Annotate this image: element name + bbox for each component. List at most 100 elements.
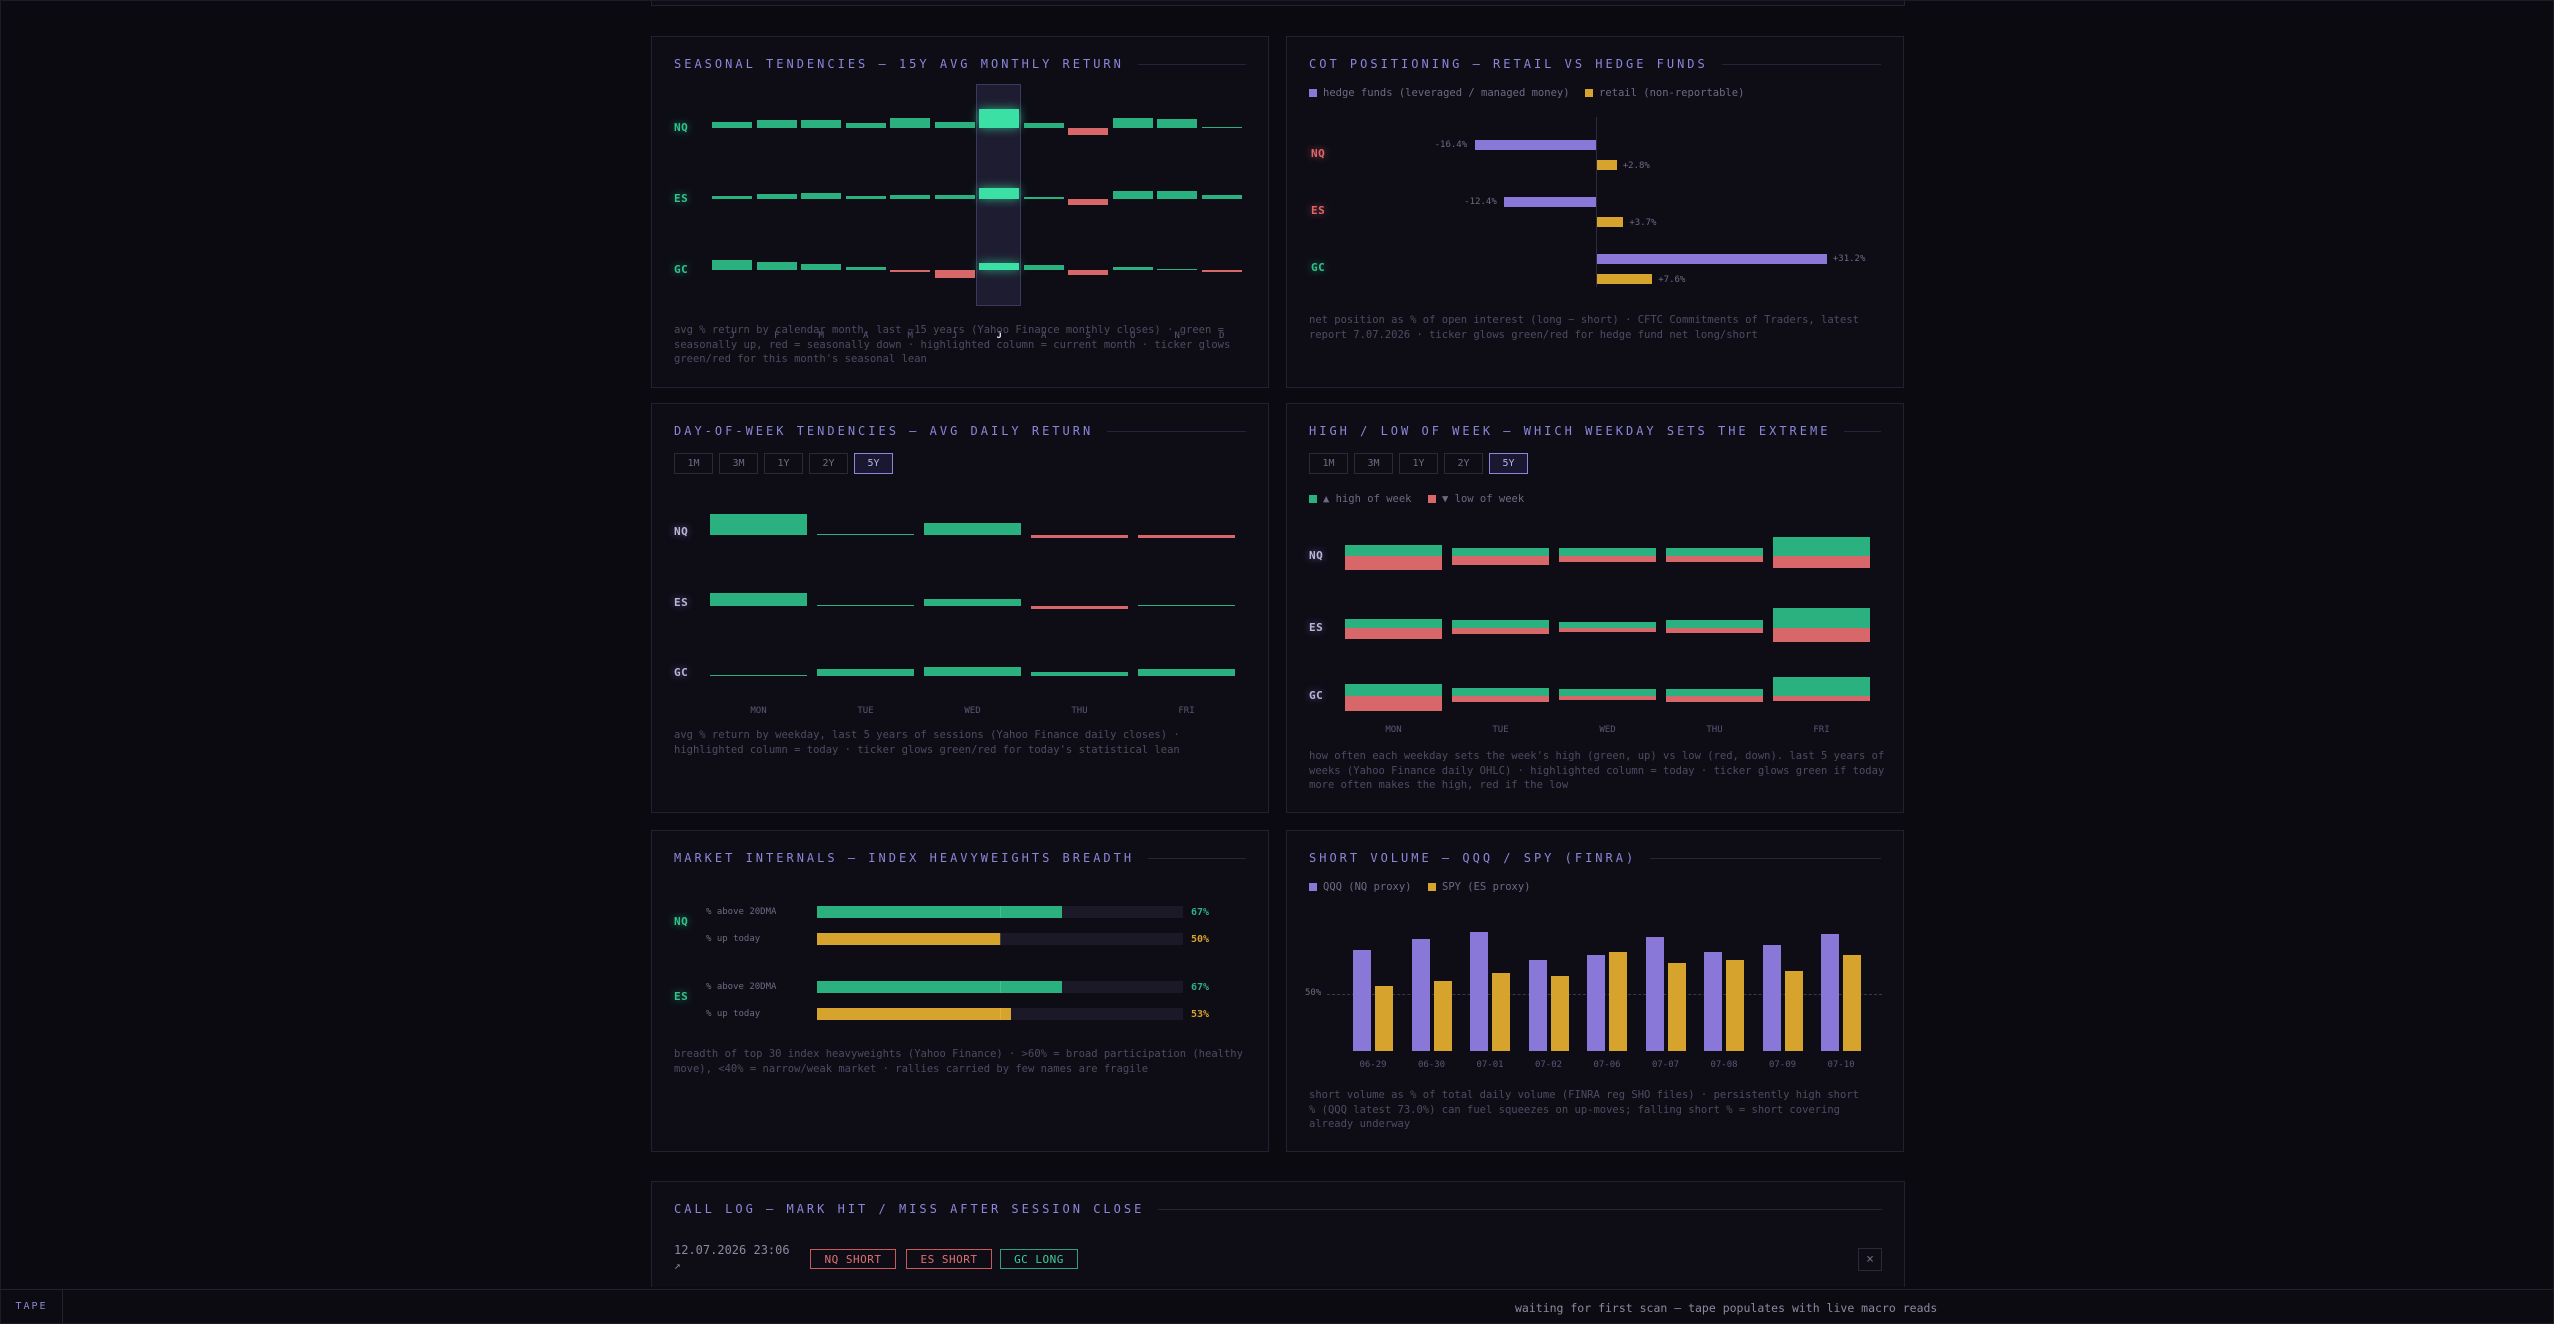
hilo-high-bar [1452, 547, 1549, 556]
seasonal-bar [801, 264, 842, 270]
call-tag-gc-long[interactable]: GC LONG [1000, 1249, 1078, 1269]
dow-title: DAY-OF-WEEK TENDENCIES — AVG DAILY RETUR… [674, 424, 1094, 438]
dow-ticker-nq: NQ [674, 525, 689, 538]
hilo-low-bar [1666, 696, 1763, 702]
short-volume-chart: 50% 06-29 06-30 07-01 07-02 07-06 07-07 07-08 07… [1287, 831, 1905, 1071]
dow-day-label: FRI [1178, 706, 1195, 716]
sv-date-label: 07-10 [1827, 1060, 1855, 1070]
cot-legend-hedge: hedge funds (leveraged / managed money) [1309, 87, 1570, 99]
hilo-low-bar [1452, 628, 1549, 634]
cot-retail-bar [1596, 274, 1653, 284]
seasonal-bar [756, 193, 797, 199]
cot-retail-label: +7.6% [1658, 275, 1686, 285]
dow-range-1m-button[interactable]: 1M [674, 453, 713, 474]
call-log-close-button[interactable]: × [1858, 1248, 1882, 1271]
hilo-high-bar [1559, 689, 1656, 696]
hilo-legend-high: ▲ high of week [1309, 493, 1412, 505]
internals-metric-label: % above 20DMA [706, 982, 777, 992]
hilo-low-bar [1666, 628, 1763, 634]
hilo-range-5y-button[interactable]: 5Y [1489, 453, 1528, 474]
cot-ticker-gc: GC [1311, 261, 1326, 274]
call-log-arrow-icon[interactable]: ↗ [674, 1259, 681, 1272]
hilo-range-2y-button[interactable]: 2Y [1444, 453, 1483, 474]
internals-midline [1000, 981, 1001, 993]
seasonal-bar [934, 195, 975, 199]
hilo-ticker-gc: GC [1309, 689, 1324, 702]
internals-value: 50% [1191, 934, 1210, 945]
hilo-day-label: MON [1385, 725, 1402, 735]
dow-bar [710, 514, 807, 535]
cot-legend-retail: retail (non-reportable) [1585, 87, 1744, 99]
seasonal-bar [1112, 118, 1153, 128]
seasonal-bar [801, 192, 842, 199]
internals-ticker-nq: NQ [674, 915, 689, 928]
hilo-low-bar [1559, 696, 1656, 701]
internals-chart: NQ % above 20DMA 67% % up today 50% ES % above… [652, 831, 1270, 1051]
sv-legend-spy: SPY (ES proxy) [1428, 881, 1531, 893]
sv-spy-bar [1375, 986, 1393, 1051]
hilo-panel: HIGH / LOW OF WEEK — WHICH WEEKDAY SETS … [1286, 403, 1904, 813]
hilo-low-bar [1666, 556, 1763, 562]
internals-value: 67% [1191, 907, 1210, 918]
internals-ticker-es: ES [674, 990, 689, 1003]
seasonal-bar [890, 117, 931, 128]
sv-spy-bar [1784, 970, 1803, 1051]
hilo-range-1m-button[interactable]: 1M [1309, 453, 1348, 474]
dow-bar [924, 667, 1021, 676]
cot-hedge-label: -16.4% [1434, 140, 1468, 150]
cot-ticker-es: ES [1311, 204, 1326, 217]
cot-hedge-bar [1596, 254, 1827, 264]
hilo-range-1y-button[interactable]: 1Y [1399, 453, 1438, 474]
sv-qqq-bar [1587, 955, 1605, 1051]
seasonal-month-label: J [996, 331, 1002, 341]
hilo-low-bar [1345, 628, 1442, 640]
cot-retail-bar [1596, 160, 1617, 170]
call-log-timestamp: 12.07.2026 23:06 [674, 1243, 790, 1257]
seasonal-ticker-gc: GC [674, 263, 689, 276]
dow-ticker-es: ES [674, 596, 689, 609]
seasonal-bar [1112, 190, 1153, 199]
dow-range-1y-button[interactable]: 1Y [764, 453, 803, 474]
call-tag-es-short[interactable]: ES SHORT [906, 1249, 992, 1269]
sv-qqq-bar [1645, 936, 1664, 1051]
dow-bar [817, 604, 914, 606]
sv-qqq-bar [1704, 952, 1722, 1051]
dow-range-3m-button[interactable]: 3M [719, 453, 758, 474]
sv-date-label: 06-30 [1417, 1060, 1446, 1070]
seasonal-bar [979, 262, 1020, 270]
dow-range-5y-button[interactable]: 5Y [854, 453, 893, 474]
call-tag-nq-short[interactable]: NQ SHORT [810, 1249, 896, 1269]
hilo-day-label: THU [1706, 725, 1723, 735]
internals-fill [817, 933, 1000, 945]
seasonal-chart: NQ ES GC J F M A M J J A S O N D [652, 84, 1270, 347]
hilo-note: how often each weekday sets the week's h… [1309, 750, 1885, 791]
call-log-title: CALL LOG — MARK HIT / MISS AFTER SESSION… [674, 1202, 1145, 1216]
cot-retail-label: +3.7% [1629, 218, 1657, 228]
hilo-high-bar [1345, 618, 1442, 628]
seasonal-bar [1068, 199, 1109, 205]
hilo-low-bar [1773, 628, 1870, 642]
tape-label[interactable]: TAPE [1, 1290, 63, 1323]
dow-range-2y-button[interactable]: 2Y [809, 453, 848, 474]
dow-bar [1031, 606, 1128, 609]
seasonal-bar [1201, 195, 1242, 199]
internals-title: MARKET INTERNALS — INDEX HEAVYWEIGHTS BR… [674, 851, 1135, 865]
seasonal-bar [712, 122, 753, 128]
seasonal-bar [756, 262, 797, 270]
seasonal-month-label: N [1174, 331, 1180, 341]
hilo-low-bar [1559, 556, 1656, 562]
dow-day-label: WED [964, 706, 981, 716]
sv-qqq-bar [1353, 949, 1371, 1051]
sv-spy-bar [1609, 952, 1627, 1051]
hilo-high-bar [1559, 622, 1656, 628]
sv-date-label: 06-29 [1359, 1060, 1387, 1070]
hilo-range-3m-button[interactable]: 3M [1354, 453, 1393, 474]
short-volume-title: SHORT VOLUME — QQQ / SPY (FINRA) [1309, 851, 1637, 865]
dow-bar [1138, 604, 1235, 606]
sv-spy-bar [1433, 981, 1452, 1051]
seasonal-bar [1201, 270, 1242, 272]
hilo-low-bar [1773, 696, 1870, 702]
tape-status-message: waiting for first scan — tape populates … [1515, 1301, 1938, 1315]
cot-zero-line [1596, 117, 1597, 287]
internals-fill [817, 906, 1063, 918]
